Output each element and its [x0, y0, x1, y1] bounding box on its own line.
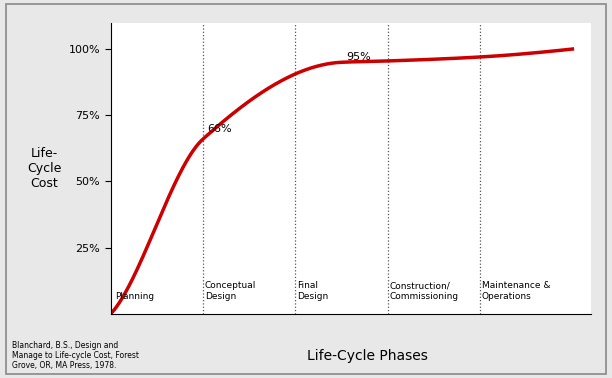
- Text: Life-Cycle Phases: Life-Cycle Phases: [307, 349, 428, 363]
- Text: 95%: 95%: [346, 52, 371, 62]
- Text: Blanchard, B.S., Design and
Manage to Life-cycle Cost, Forest
Grove, OR, MA Pres: Blanchard, B.S., Design and Manage to Li…: [12, 341, 140, 370]
- Y-axis label: Life-
Cycle
Cost: Life- Cycle Cost: [28, 147, 62, 190]
- Text: Construction/
Commissioning: Construction/ Commissioning: [389, 281, 458, 301]
- Text: Final
Design: Final Design: [297, 281, 329, 301]
- Text: 66%: 66%: [207, 124, 232, 134]
- Text: Maintenance &
Operations: Maintenance & Operations: [482, 281, 550, 301]
- Text: Planning: Planning: [115, 291, 154, 301]
- Text: Conceptual
Design: Conceptual Design: [205, 281, 256, 301]
